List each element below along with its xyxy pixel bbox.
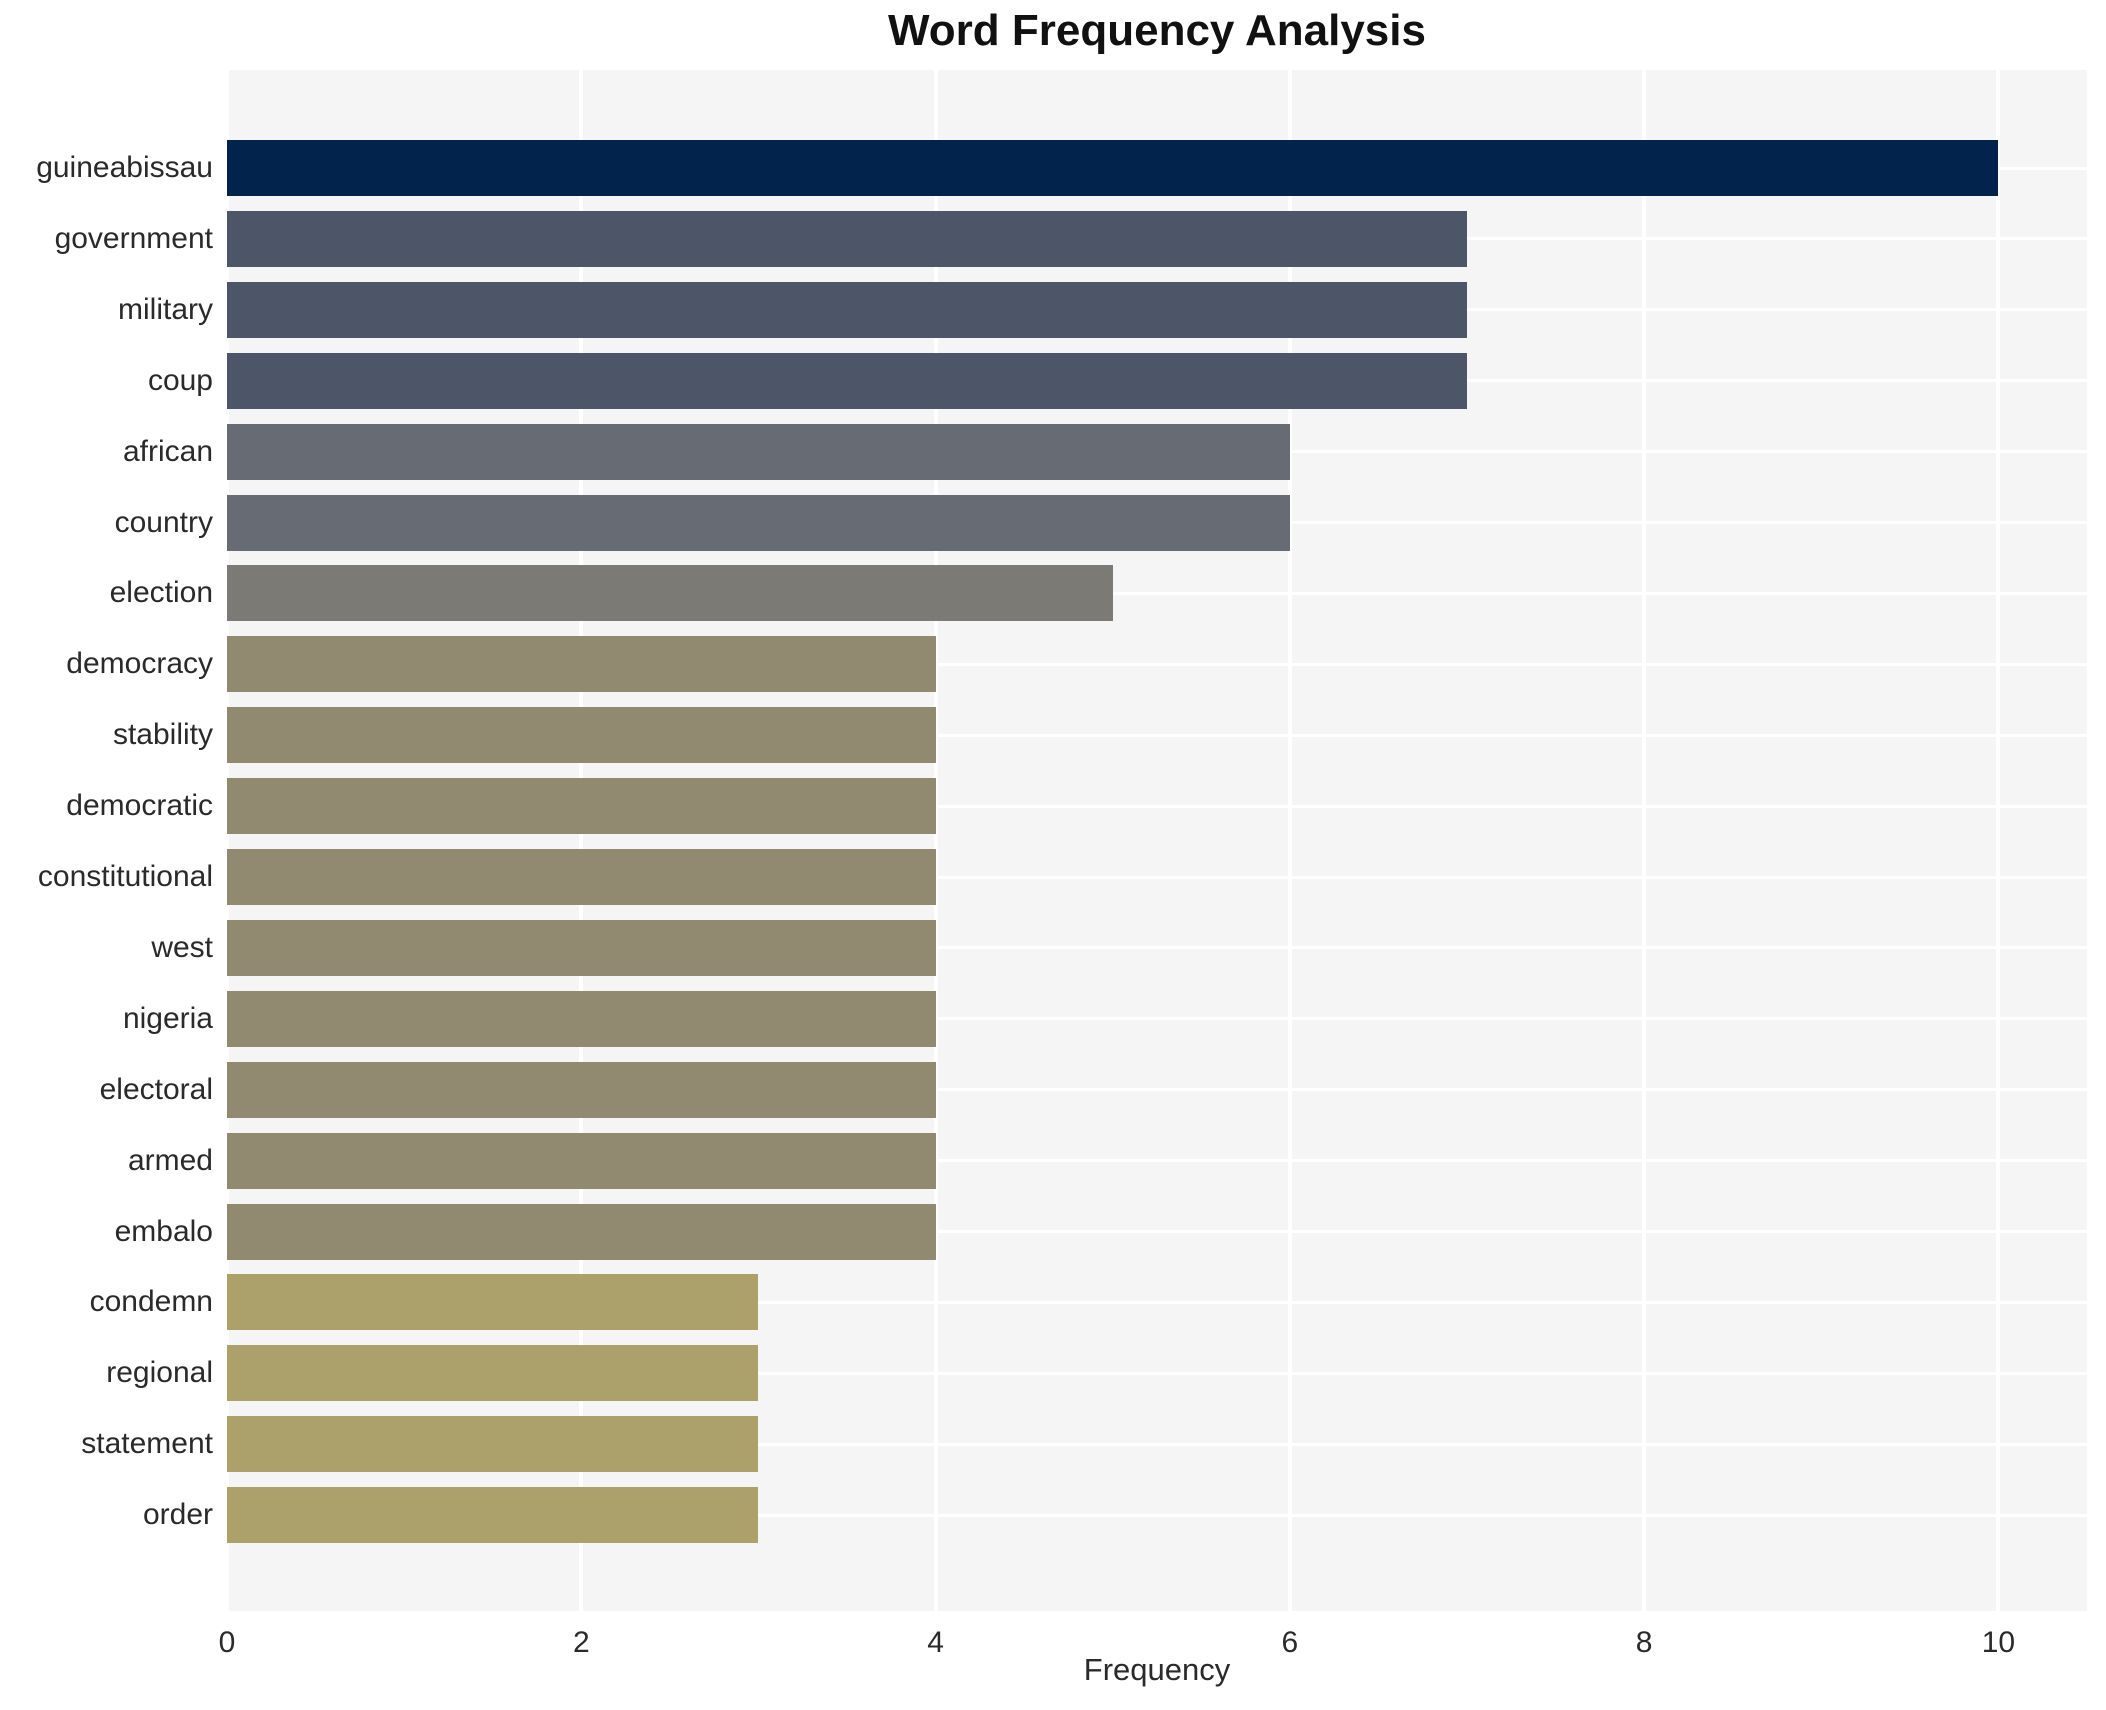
x-tick-label-6: 6 (1281, 1626, 1299, 1659)
x-tick-label-4: 4 (927, 1626, 944, 1659)
bar-west (227, 919, 936, 976)
horizontal-gridline (227, 1230, 2087, 1233)
bar-regional (227, 1345, 759, 1402)
vertical-gridline (225, 70, 229, 1611)
bar-embalo (227, 1203, 936, 1260)
y-tick-label-government: government (54, 221, 213, 255)
bar-constitutional (227, 849, 936, 905)
horizontal-gridline (227, 946, 2087, 950)
y-tick-label-stability: stability (112, 718, 213, 752)
bar-democracy (227, 636, 936, 693)
horizontal-gridline (227, 1159, 2087, 1163)
vertical-gridline (1642, 70, 1647, 1611)
bar-african (227, 423, 1290, 480)
x-tick-label-8: 8 (1635, 1626, 1653, 1659)
bar-stability (227, 707, 936, 764)
y-tick-label-guineabissau: guineabissau (36, 151, 213, 184)
y-tick-label-west: west (151, 930, 213, 964)
y-tick-label-order: order (142, 1498, 213, 1532)
y-tick-label-military: military (118, 292, 213, 326)
horizontal-gridline (227, 1513, 2087, 1517)
bar-nigeria (227, 990, 936, 1047)
y-tick-label-democracy: democracy (66, 647, 213, 681)
x-axis-label: Frequency (1083, 1652, 1231, 1687)
horizontal-gridline (227, 1017, 2087, 1021)
y-tick-label-constitutional: constitutional (37, 860, 213, 893)
y-tick-label-embalo: embalo (114, 1214, 213, 1248)
horizontal-gridline (227, 1300, 2087, 1304)
horizontal-gridline (227, 875, 2087, 879)
y-tick-label-country: country (114, 505, 213, 539)
plot-area (225, 70, 2087, 1611)
bar-order (227, 1487, 759, 1544)
x-tick-label-0: 0 (218, 1626, 236, 1659)
y-tick-label-coup: coup (147, 363, 213, 397)
vertical-gridline (933, 70, 938, 1611)
horizontal-gridline (227, 1442, 2087, 1446)
horizontal-gridline (227, 662, 2087, 666)
y-tick-label-election: election (109, 576, 213, 610)
y-tick-label-condemn: condemn (89, 1285, 213, 1319)
horizontal-gridline (227, 804, 2087, 808)
bar-statement (227, 1416, 759, 1473)
bar-government (227, 210, 1467, 267)
bar-coup (227, 352, 1467, 409)
vertical-gridline (579, 70, 584, 1611)
y-tick-label-armed: armed (127, 1143, 213, 1177)
y-tick-label-regional: regional (106, 1356, 213, 1390)
horizontal-gridline (227, 1371, 2087, 1375)
horizontal-gridline (227, 591, 2087, 595)
y-tick-label-democratic: democratic (66, 789, 213, 823)
chart-title: Word Frequency Analysis (888, 6, 1426, 55)
bar-guineabissau (227, 140, 1999, 196)
x-tick-label-2: 2 (572, 1626, 590, 1659)
bar-electoral (227, 1061, 936, 1118)
y-tick-label-african: african (122, 434, 213, 468)
x-tick-label-10: 10 (1981, 1626, 2016, 1659)
horizontal-gridline (227, 1088, 2087, 1092)
vertical-gridline (1287, 70, 1292, 1611)
bar-country (227, 494, 1290, 551)
y-tick-label-statement: statement (81, 1427, 213, 1461)
bar-armed (227, 1132, 936, 1189)
bar-condemn (227, 1274, 759, 1331)
y-tick-label-nigeria: nigeria (122, 1001, 213, 1035)
vertical-gridline (1996, 70, 2001, 1611)
horizontal-gridline (227, 733, 2087, 737)
bar-election (227, 565, 1113, 622)
bar-military (227, 281, 1467, 338)
bar-democratic (227, 778, 936, 835)
y-tick-label-electoral: electoral (99, 1072, 213, 1106)
